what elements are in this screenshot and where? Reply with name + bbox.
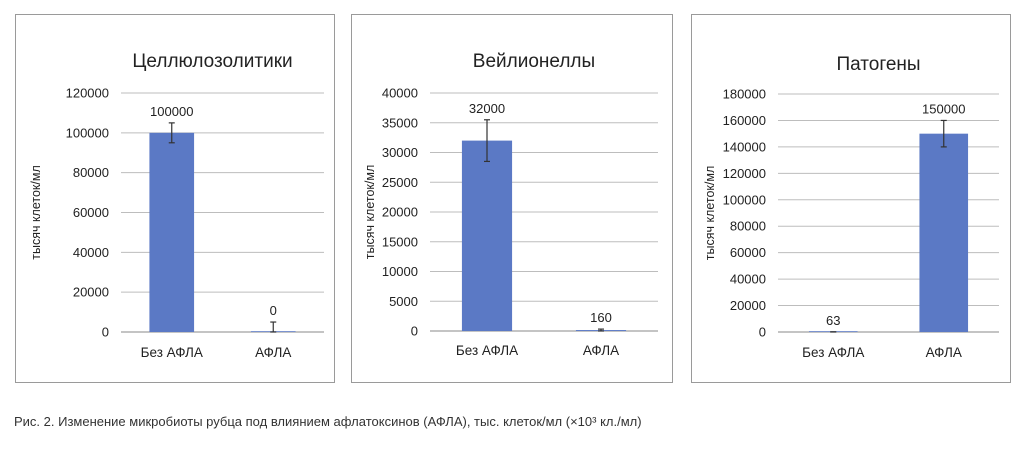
y-tick-label: 160000 <box>723 113 766 128</box>
chart-title: Вейлионеллы <box>473 51 595 72</box>
y-tick-label: 100000 <box>723 192 766 207</box>
data-label: 32000 <box>469 101 505 116</box>
y-axis-title: тысяч клеток/мл <box>363 165 377 260</box>
y-tick-label: 30000 <box>382 145 418 160</box>
y-tick-label: 0 <box>759 325 766 340</box>
x-category-label: АФЛА <box>255 345 291 360</box>
x-category-label: АФЛА <box>583 343 619 358</box>
bar <box>461 140 513 331</box>
data-label: 160 <box>590 310 612 325</box>
y-tick-label: 100000 <box>66 125 109 140</box>
y-axis-title: тысяч клеток/мл <box>29 165 43 260</box>
data-label: 0 <box>270 303 277 318</box>
y-tick-label: 40000 <box>382 86 418 101</box>
y-tick-label: 0 <box>411 324 418 339</box>
y-tick-label: 120000 <box>723 166 766 181</box>
y-tick-label: 10000 <box>382 264 418 279</box>
y-tick-label: 0 <box>102 325 109 340</box>
y-tick-label: 40000 <box>730 272 766 287</box>
x-category-label: Без АФЛА <box>456 343 518 358</box>
y-tick-label: 5000 <box>389 294 418 309</box>
y-tick-label: 80000 <box>73 165 109 180</box>
x-category-label: Без АФЛА <box>802 345 864 360</box>
y-tick-label: 20000 <box>730 298 766 313</box>
data-label: 150000 <box>922 101 965 116</box>
chart-svg: Патогены 0 20000 40000 60000 80000 100000 12000… <box>703 54 999 360</box>
y-tick-label: 120000 <box>66 86 109 101</box>
y-tick-label: 180000 <box>723 87 766 102</box>
chart-svg: Вейлионеллы 0 5000 10000 15000 20000 25000 3000… <box>363 51 658 358</box>
data-label: 63 <box>826 313 840 328</box>
y-tick-label: 20000 <box>73 285 109 300</box>
y-tick-label: 60000 <box>730 245 766 260</box>
y-tick-label: 140000 <box>723 139 766 154</box>
y-tick-label: 20000 <box>382 205 418 220</box>
x-category-label: АФЛА <box>926 345 962 360</box>
chart-panel-cellulolytics: Целлюлозолитики 0 20000 40000 60000 80000 1000… <box>15 14 335 383</box>
y-tick-label: 25000 <box>382 175 418 190</box>
bar <box>149 132 195 332</box>
y-tick-label: 60000 <box>73 205 109 220</box>
bar <box>919 133 969 332</box>
chart-title: Патогены <box>836 54 920 75</box>
chart-panel-pathogens: Патогены 0 20000 40000 60000 80000 100000 12000… <box>691 14 1011 383</box>
chart-panel-veillonella: Вейлионеллы 0 5000 10000 15000 20000 25000 3000… <box>351 14 673 383</box>
y-tick-label: 40000 <box>73 245 109 260</box>
chart-title: Целлюлозолитики <box>132 51 292 72</box>
y-tick-label: 35000 <box>382 115 418 130</box>
data-label: 100000 <box>150 104 193 119</box>
y-axis-title: тысяч клеток/мл <box>703 166 717 261</box>
y-tick-label: 15000 <box>382 234 418 249</box>
y-tick-label: 80000 <box>730 219 766 234</box>
figure-caption: Рис. 2. Изменение микробиоты рубца под в… <box>14 414 642 429</box>
chart-svg: Целлюлозолитики 0 20000 40000 60000 80000 1000… <box>29 51 324 360</box>
x-category-label: Без АФЛА <box>141 345 203 360</box>
